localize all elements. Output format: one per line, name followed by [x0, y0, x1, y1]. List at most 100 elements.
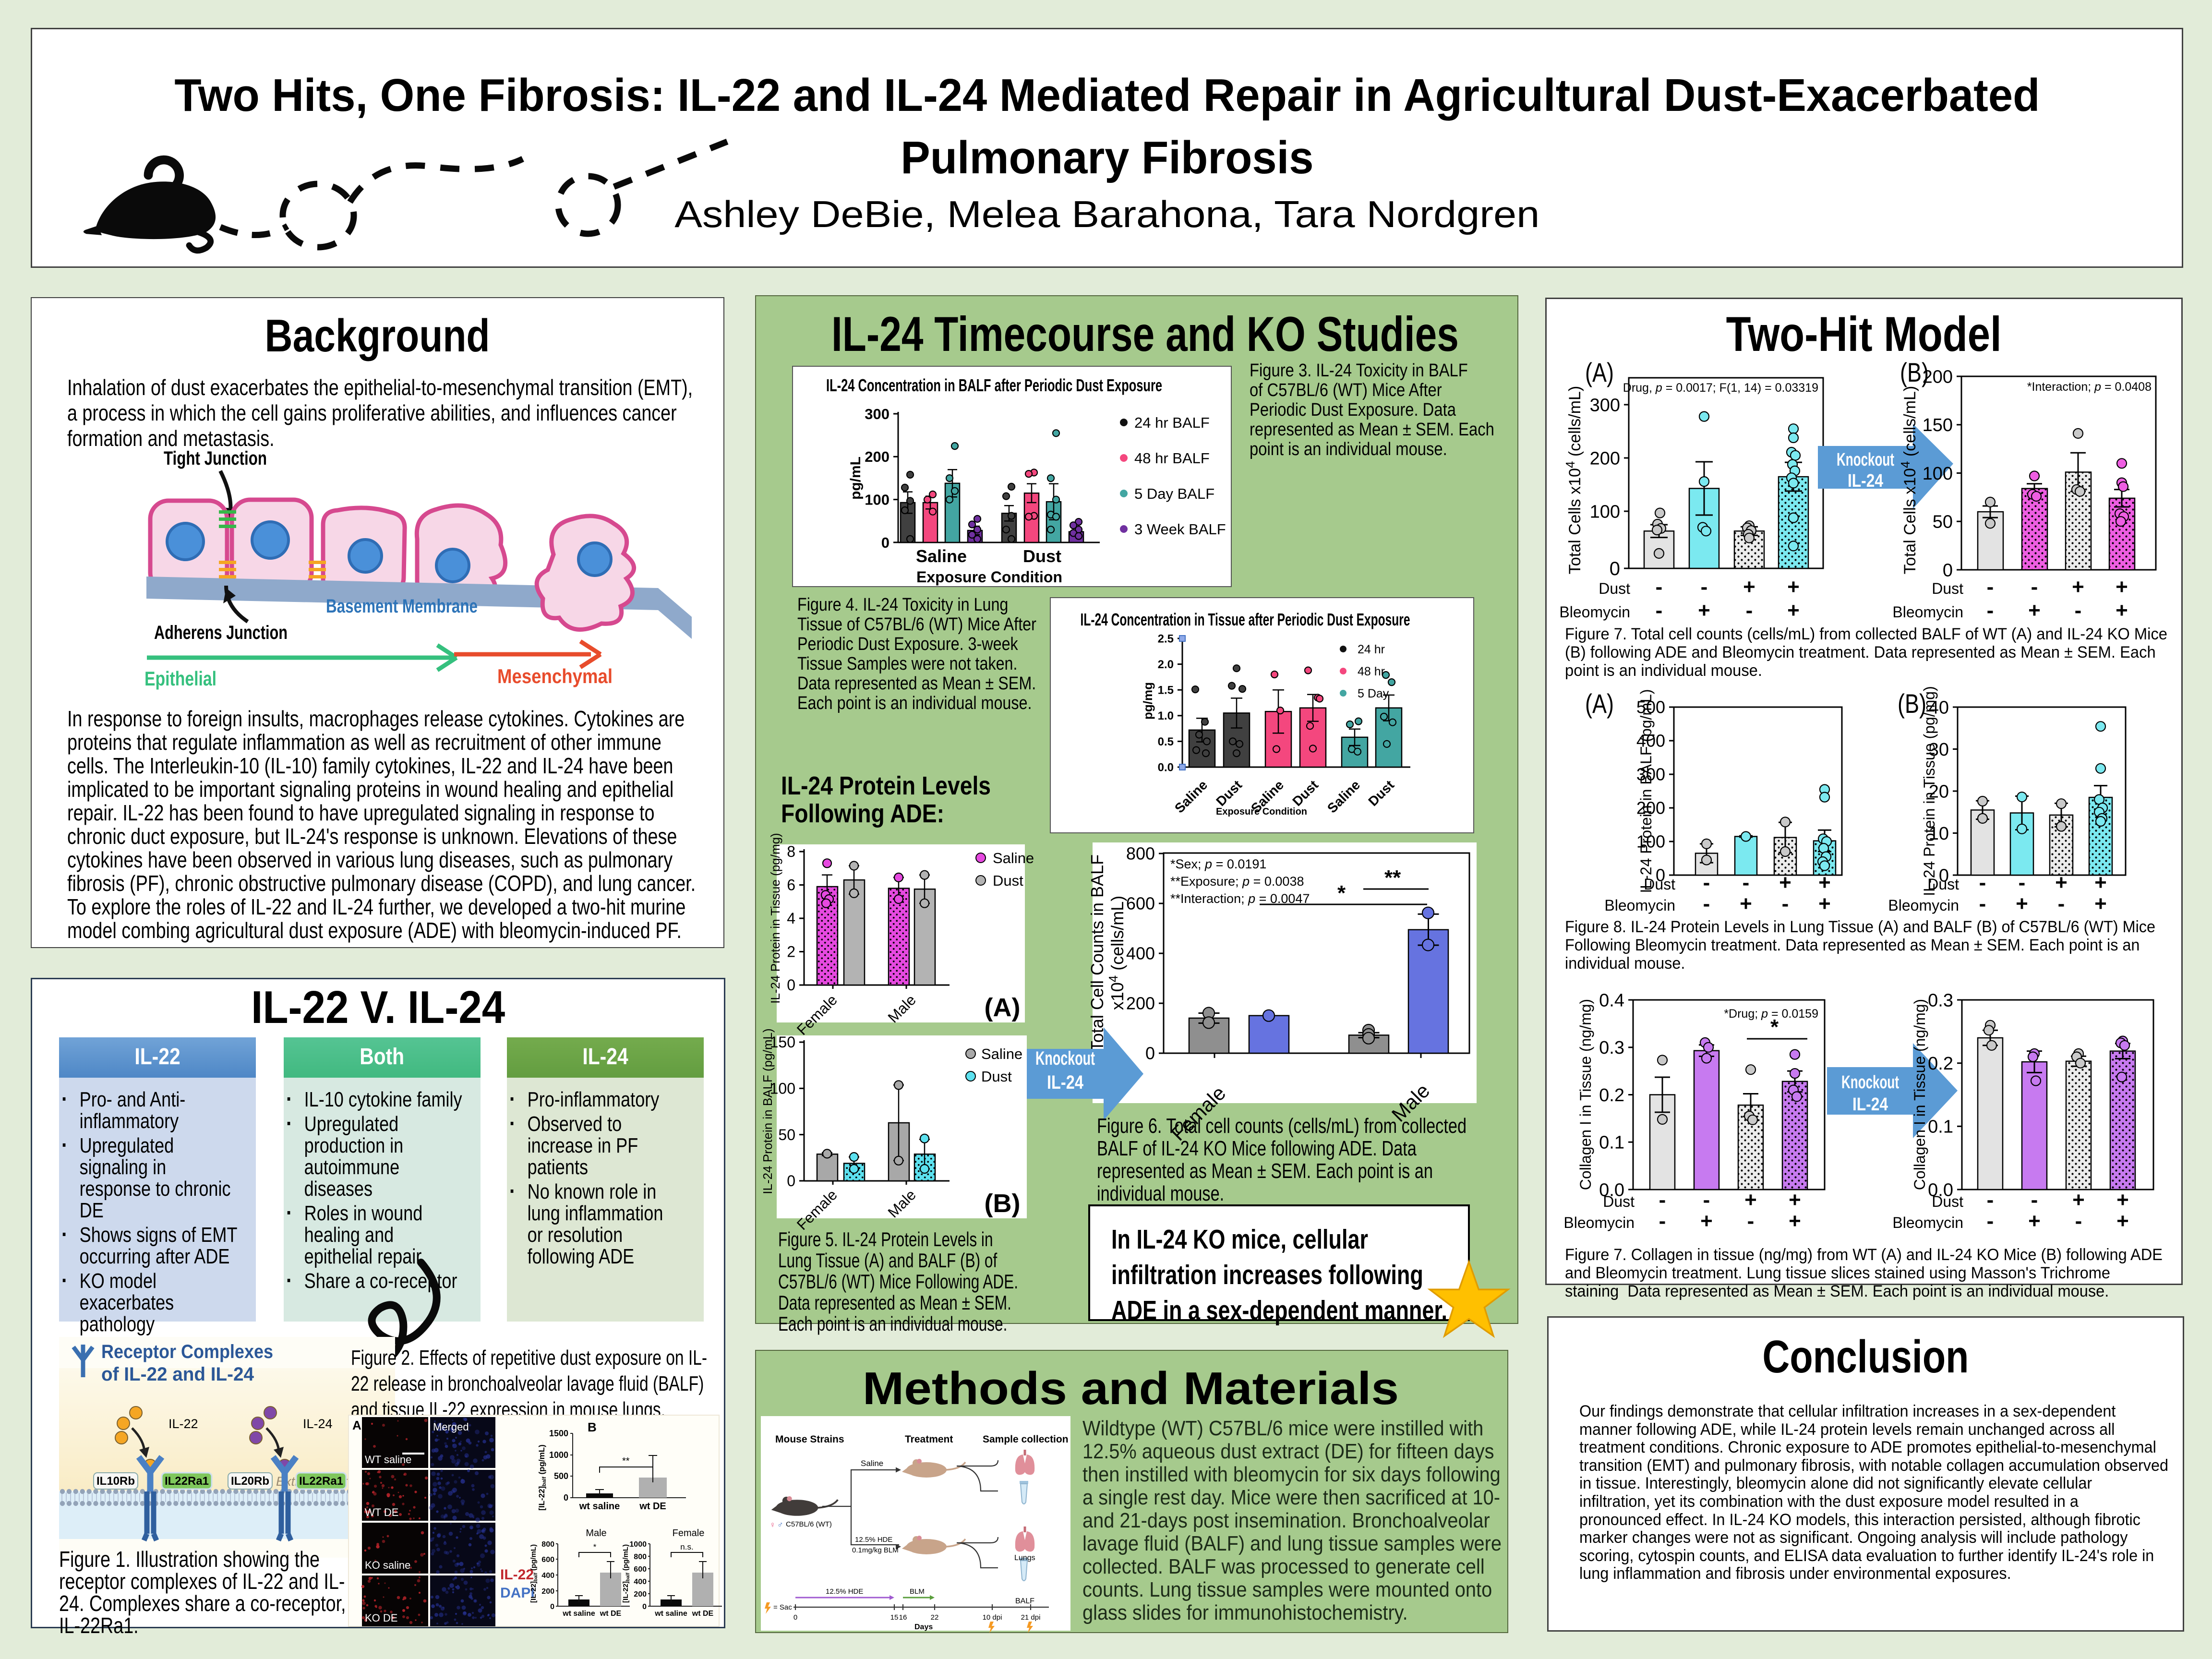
svg-text:IL-24 Concentration in BALF af: IL-24 Concentration in BALF after Period…	[826, 375, 1162, 395]
svg-text:+: +	[1743, 575, 1755, 599]
svg-text:n.s.: n.s.	[680, 1542, 693, 1551]
svg-text:♂: ♂	[777, 1520, 783, 1529]
svg-text:= Sac: = Sac	[773, 1603, 792, 1611]
svg-text:12.5% HDE: 12.5% HDE	[826, 1587, 863, 1596]
svg-text:Total Cells x104 (cells/mL): Total Cells x104 (cells/mL)	[1563, 386, 1584, 574]
svg-text:Drug, p = 0.0017; F(1, 14) = 0: Drug, p = 0.0017; F(1, 14) = 0.03319	[1623, 381, 1818, 395]
svg-text:0: 0	[1943, 560, 1953, 580]
svg-text:Mesenchymal: Mesenchymal	[497, 665, 613, 687]
svg-text:Knockout: Knockout	[1035, 1048, 1095, 1069]
svg-text:300: 300	[865, 406, 890, 422]
svg-text:200: 200	[865, 448, 890, 465]
svg-text:0.1: 0.1	[1928, 1117, 1953, 1137]
svg-text:0: 0	[1610, 558, 1620, 579]
svg-text:48 hr BALF: 48 hr BALF	[1134, 450, 1210, 467]
svg-text:Saline: Saline	[993, 850, 1034, 866]
svg-text:500: 500	[1636, 697, 1665, 717]
svg-text:5 Day BALF: 5 Day BALF	[1134, 485, 1214, 502]
svg-text:IL-22: IL-22	[168, 1417, 198, 1431]
svg-text:0: 0	[550, 1603, 554, 1611]
svg-text:A: A	[352, 1418, 361, 1432]
svg-text:1.0: 1.0	[1158, 709, 1174, 722]
svg-text:Treatment: Treatment	[905, 1434, 953, 1445]
svg-text:IL-24 Protein in BALF (pg/mL): IL-24 Protein in BALF (pg/mL)	[760, 1028, 775, 1194]
svg-text:300: 300	[1636, 765, 1665, 784]
svg-text:IL-22: IL-22	[500, 1567, 534, 1583]
svg-text:+: +	[2055, 871, 2068, 894]
svg-text:200: 200	[1590, 448, 1620, 469]
svg-text:*Interaction; p = 0.0408: *Interaction; p = 0.0408	[2027, 380, 2152, 394]
svg-text:IL-24: IL-24	[303, 1417, 333, 1431]
svg-text:Lungs: Lungs	[1014, 1554, 1035, 1562]
svg-text:+: +	[2116, 599, 2128, 622]
svg-text:IL-24 Protein in Tissue (pg/mg: IL-24 Protein in Tissue (pg/mg)	[1921, 686, 1938, 896]
svg-text:0.5: 0.5	[1158, 735, 1174, 748]
svg-text:Dust: Dust	[1599, 580, 1630, 597]
svg-text:**Interaction; p = 0.0047: **Interaction; p = 0.0047	[1170, 891, 1310, 906]
svg-text:15: 15	[890, 1613, 899, 1622]
svg-text:Epithelial: Epithelial	[144, 667, 216, 690]
svg-text:1000: 1000	[549, 1450, 568, 1460]
svg-text:0.2: 0.2	[1928, 1054, 1953, 1074]
svg-text:+: +	[1698, 599, 1710, 622]
svg-text:KO saline: KO saline	[365, 1559, 410, 1571]
svg-text:Dust: Dust	[1927, 876, 1959, 893]
svg-text:x104 (cells/mL): x104 (cells/mL)	[1106, 896, 1127, 1010]
svg-text:-: -	[1747, 1209, 1755, 1233]
svg-text:+: +	[2116, 1209, 2129, 1233]
svg-text:+: +	[2094, 871, 2107, 894]
svg-text:5 Day: 5 Day	[1358, 687, 1389, 700]
svg-text:(A): (A)	[1585, 688, 1614, 719]
svg-text:+: +	[1789, 1209, 1801, 1233]
svg-text:1500: 1500	[549, 1429, 568, 1438]
svg-text:+: +	[2072, 1188, 2085, 1212]
svg-text:IL22Ra1: IL22Ra1	[165, 1475, 209, 1488]
svg-text:10 dpi: 10 dpi	[983, 1613, 1002, 1622]
svg-text:IL20Rb: IL20Rb	[231, 1475, 269, 1488]
svg-text:0.0: 0.0	[1158, 761, 1174, 774]
svg-text:*Sex; p = 0.0191: *Sex; p = 0.0191	[1170, 857, 1266, 871]
svg-text:21 dpi: 21 dpi	[1021, 1613, 1041, 1622]
svg-text:1000: 1000	[629, 1540, 647, 1549]
svg-text:wt DE: wt DE	[600, 1610, 622, 1618]
svg-text:3 Week BALF: 3 Week BALF	[1134, 521, 1226, 538]
svg-text:Saline: Saline	[981, 1046, 1022, 1062]
svg-text:IL-24: IL-24	[1852, 1094, 1888, 1115]
svg-text:600: 600	[1126, 894, 1155, 914]
svg-text:Dust: Dust	[1932, 1193, 1963, 1210]
svg-text:0: 0	[881, 534, 890, 551]
svg-text:BLM: BLM	[910, 1587, 925, 1596]
svg-text:Days: Days	[914, 1623, 933, 1631]
svg-text:Total Cells x104 (cells/mL): Total Cells x104 (cells/mL)	[1898, 386, 1919, 574]
svg-text:of IL-22 and IL-24: of IL-22 and IL-24	[101, 1364, 254, 1385]
svg-text:wt saline: wt saline	[654, 1610, 687, 1618]
svg-text:BALF: BALF	[1015, 1597, 1034, 1605]
svg-text:-: -	[1659, 1209, 1666, 1233]
svg-text:Total Cell Counts in BALF: Total Cell Counts in BALF	[1087, 854, 1107, 1051]
svg-text:Saline: Saline	[916, 546, 967, 566]
svg-text:-: -	[1987, 1209, 1994, 1233]
svg-text:pg/mL: pg/mL	[848, 457, 864, 500]
svg-text:+: +	[1744, 1188, 1757, 1212]
svg-text:1.5: 1.5	[1158, 684, 1174, 697]
svg-text:+: +	[1818, 871, 1831, 894]
svg-text:+: +	[1740, 892, 1752, 915]
svg-text:Sample collection: Sample collection	[983, 1434, 1069, 1445]
svg-text:Collagen I in Tissue (ng/mg): Collagen I in Tissue (ng/mg)	[1911, 999, 1928, 1190]
svg-text:0.0: 0.0	[1599, 1180, 1624, 1200]
svg-text:IL-24 Protein in BALF (pg/mL): IL-24 Protein in BALF (pg/mL)	[1637, 689, 1655, 893]
svg-text:Receptor Complexes: Receptor Complexes	[101, 1341, 273, 1362]
svg-text:Female: Female	[673, 1528, 705, 1539]
svg-text:+: +	[1789, 1188, 1801, 1212]
svg-text:Merged: Merged	[433, 1421, 469, 1433]
svg-text:Bleomycin: Bleomycin	[1892, 1214, 1963, 1231]
svg-text:100: 100	[1590, 502, 1620, 522]
svg-text:Tight Junction: Tight Junction	[164, 448, 267, 469]
svg-text:+: +	[2072, 575, 2084, 599]
svg-text:0.4: 0.4	[1599, 990, 1624, 1010]
svg-text:0: 0	[787, 1172, 795, 1190]
svg-text:-: -	[1987, 599, 1994, 622]
svg-text:Exposure Condition: Exposure Condition	[916, 568, 1062, 586]
svg-text:0.3: 0.3	[1599, 1038, 1624, 1058]
svg-text:0: 0	[564, 1493, 568, 1503]
